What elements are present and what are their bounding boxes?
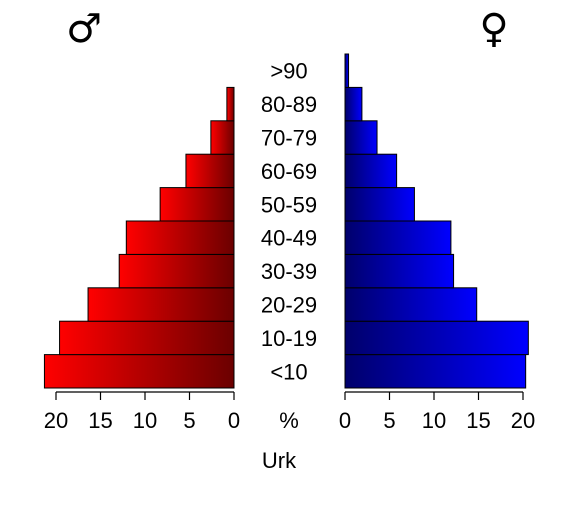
female-bar-0	[344, 354, 527, 389]
male-bar-0	[43, 354, 235, 389]
male-tick-label-0: 0	[228, 408, 240, 433]
age-label-4: 40-49	[261, 226, 317, 251]
age-label-2: 20-29	[261, 293, 317, 318]
age-group-labels: <10 10-19 20-29 30-39 40-49 50-59 60-69 70-79 80…	[261, 59, 317, 385]
tick-labels: 0 0 5 5 10 10 15 15 20 20	[44, 408, 535, 433]
male-bar-7	[210, 120, 235, 155]
male-tick-label-4: 20	[44, 408, 68, 433]
female-tick-label-0: 0	[339, 408, 351, 433]
female-bar-7	[344, 120, 378, 155]
age-label-5: 50-59	[261, 192, 317, 217]
male-bar-5	[159, 187, 235, 222]
female-bar-2	[344, 287, 478, 322]
age-label-0: <10	[270, 359, 307, 384]
female-bar-8	[344, 86, 363, 122]
age-label-9: >90	[270, 59, 307, 84]
age-label-8: 80-89	[261, 92, 317, 117]
female-tick-label-3: 15	[466, 408, 490, 433]
age-label-7: 70-79	[261, 126, 317, 151]
female-bar-9	[344, 53, 350, 88]
male-tick-label-3: 15	[88, 408, 112, 433]
male-bar-8	[226, 86, 235, 122]
male-bar-1	[59, 320, 235, 356]
male-bar-4	[125, 220, 235, 255]
male-tick-label-2: 10	[133, 408, 157, 433]
female-bar-5	[344, 187, 415, 222]
female-tick-label-2: 10	[422, 408, 446, 433]
female-bar-1	[344, 320, 529, 356]
male-bar-6	[185, 153, 235, 189]
female-bar-6	[344, 153, 398, 189]
female-tick-label-4: 20	[511, 408, 535, 433]
male-tick-label-1: 5	[183, 408, 195, 433]
chart-caption: Urk	[262, 448, 297, 473]
female-tick-label-1: 5	[383, 408, 395, 433]
male-bars	[43, 86, 235, 389]
age-label-1: 10-19	[261, 326, 317, 351]
male-symbol-icon: ♂	[66, 6, 102, 52]
female-bar-4	[344, 220, 452, 255]
axes	[55, 391, 524, 400]
male-bar-3	[118, 253, 235, 289]
percent-axis-label: %	[279, 408, 299, 433]
age-label-3: 30-39	[261, 259, 317, 284]
female-symbol-icon: ♀	[479, 6, 508, 52]
male-bar-2	[87, 287, 235, 322]
female-bars	[344, 53, 529, 389]
age-label-6: 60-69	[261, 159, 317, 184]
female-bar-3	[344, 253, 455, 289]
